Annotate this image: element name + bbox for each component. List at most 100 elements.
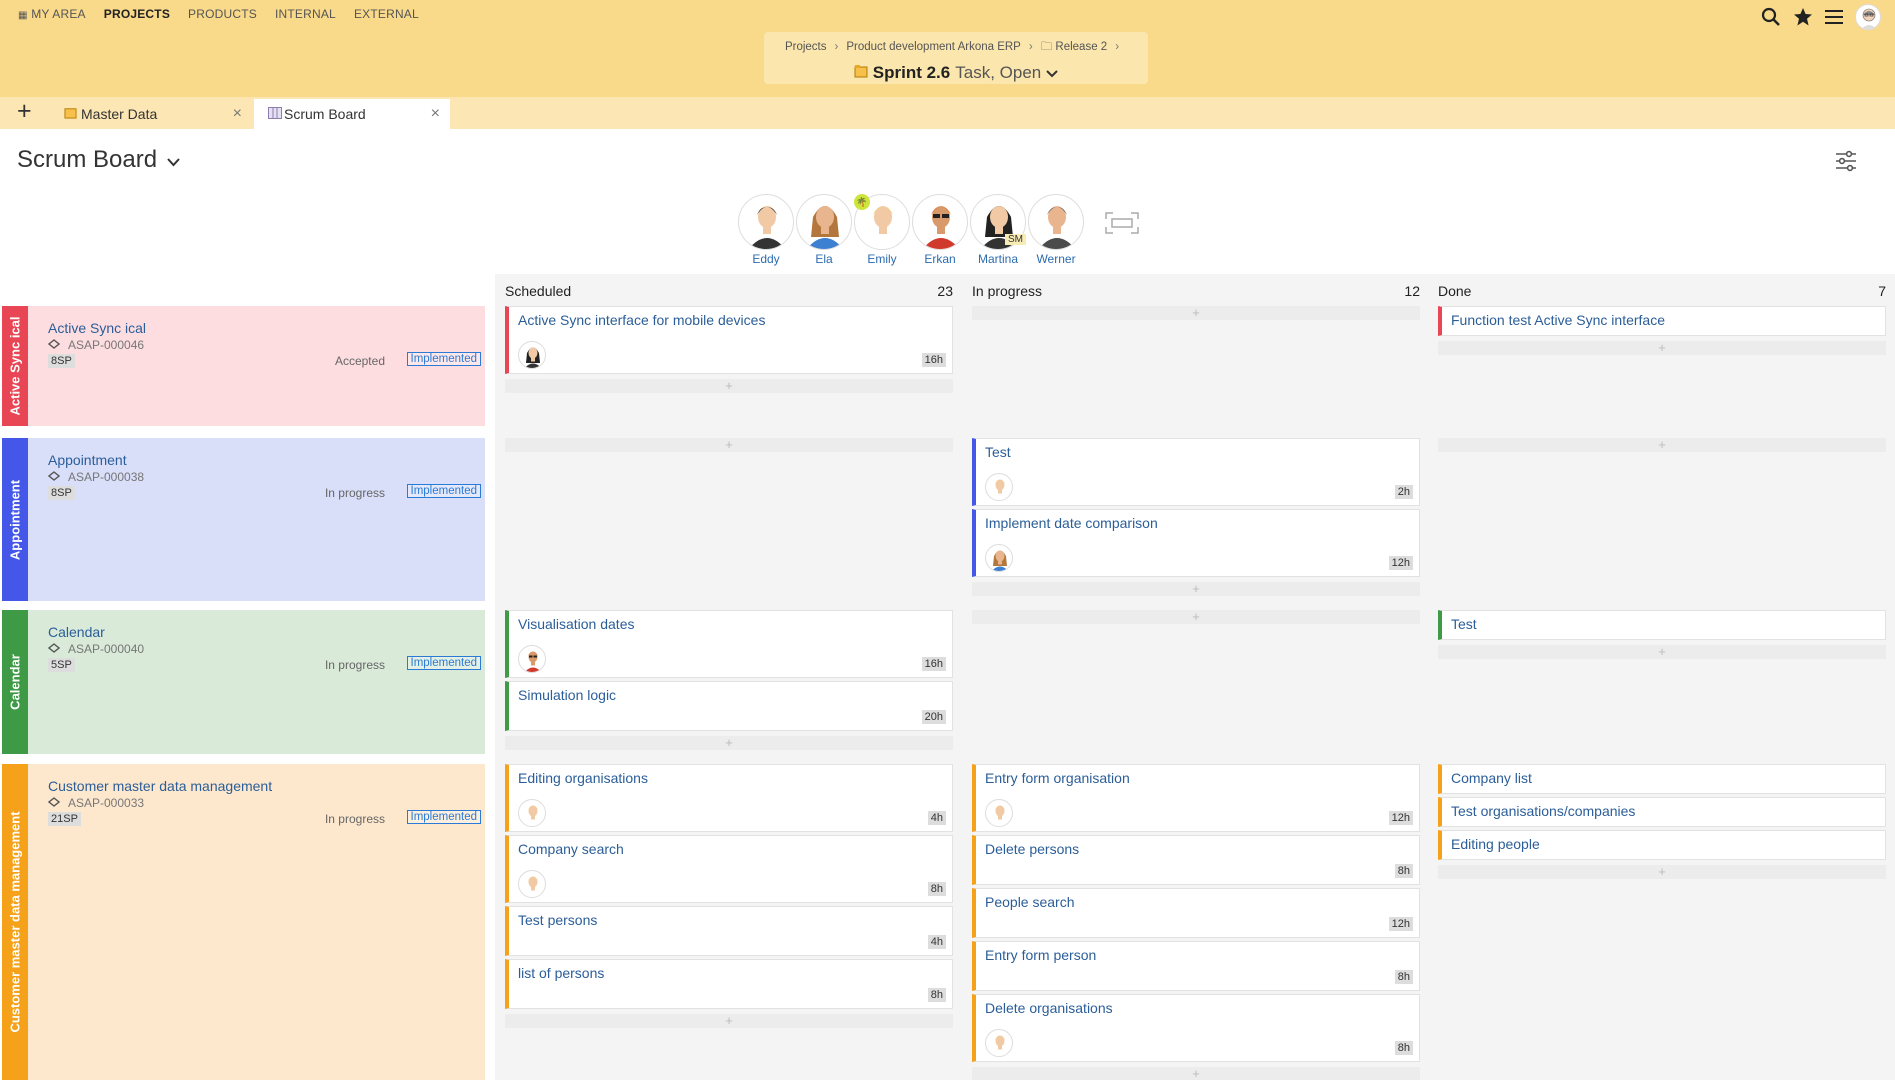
task-card[interactable]: Test [1438, 610, 1886, 640]
menu-icon[interactable] [1825, 9, 1843, 25]
star-icon[interactable] [1793, 7, 1813, 27]
close-icon[interactable]: × [430, 105, 440, 122]
add-task-button[interactable]: + [972, 306, 1420, 320]
assignee-avatar[interactable] [518, 870, 546, 898]
sprint-selector[interactable]: Sprint 2.6 Task, Open [764, 63, 1148, 83]
task-card[interactable]: Delete organisations 8h [972, 994, 1420, 1062]
add-task-button[interactable]: + [1438, 865, 1886, 879]
story-card[interactable]: Active Sync ical Active Sync ical ASAP-000… [2, 306, 485, 426]
task-title[interactable]: Test persons [518, 912, 598, 928]
nav-products[interactable]: PRODUCTS [188, 7, 257, 21]
task-title[interactable]: Test organisations/companies [1451, 803, 1636, 819]
task-title[interactable]: Delete persons [985, 841, 1080, 857]
story-card[interactable]: Appointment Appointment ASAP-000038 8SP In p… [2, 438, 485, 601]
implemented-badge[interactable]: Implemented [406, 656, 481, 670]
story-card[interactable]: Calendar Calendar ASAP-000040 5SP In progres… [2, 610, 485, 754]
assignee-avatar[interactable] [518, 341, 546, 369]
task-card[interactable]: People search 12h [972, 888, 1420, 938]
task-title[interactable]: Active Sync interface for mobile devices [518, 312, 766, 328]
task-title[interactable]: Editing organisations [518, 770, 648, 786]
task-title[interactable]: Visualisation dates [518, 616, 635, 632]
team-member-werner[interactable]: Werner [1028, 194, 1084, 266]
task-title[interactable]: Implement date comparison [985, 515, 1158, 531]
story-title[interactable]: Calendar [48, 624, 105, 640]
story-title[interactable]: Active Sync ical [48, 320, 147, 336]
task-card[interactable]: Company list [1438, 764, 1886, 794]
add-task-button[interactable]: + [505, 1014, 953, 1028]
task-card[interactable]: Editing organisations 4h [505, 764, 953, 832]
nav-my-area[interactable]: ▦ MY AREA [18, 7, 86, 21]
breadcrumb-release[interactable]: Release 2 [1055, 41, 1108, 53]
add-task-button[interactable]: + [972, 610, 1420, 624]
tab-master-data[interactable]: Master Data × [50, 99, 252, 129]
nav-external[interactable]: EXTERNAL [353, 7, 419, 21]
search-icon[interactable] [1761, 7, 1781, 27]
add-task-button[interactable]: + [1438, 645, 1886, 659]
add-task-button[interactable]: + [1438, 341, 1886, 355]
view-selector[interactable]: Scrum Board [17, 146, 180, 174]
team-member-erkan[interactable]: Erkan [912, 194, 968, 266]
add-task-button[interactable]: + [972, 582, 1420, 596]
task-card[interactable]: Editing people [1438, 830, 1886, 860]
assignee-avatar[interactable] [518, 799, 546, 827]
close-icon[interactable]: × [232, 105, 242, 122]
team-member-emily[interactable]: 🌴 Emily [854, 194, 910, 266]
implemented-badge[interactable]: Implemented [406, 810, 481, 824]
task-title[interactable]: People search [985, 894, 1075, 910]
nav-projects[interactable]: PROJECTS [103, 7, 171, 21]
tab-scrum-board[interactable]: Scrum Board × [254, 99, 450, 129]
user-avatar[interactable] [1855, 4, 1881, 30]
task-title[interactable]: Test [1451, 616, 1477, 632]
task-card[interactable]: Delete persons 8h [972, 835, 1420, 885]
add-task-button[interactable]: + [972, 1067, 1420, 1080]
task-card[interactable]: Visualisation dates 16h [505, 610, 953, 678]
breadcrumb-product[interactable]: Product development Arkona ERP [846, 41, 1021, 53]
task-card[interactable]: Implement date comparison 12h [972, 509, 1420, 577]
assignee-avatar[interactable] [985, 544, 1013, 572]
story-title[interactable]: Appointment [48, 452, 127, 468]
filter-settings-icon[interactable] [1835, 150, 1857, 175]
task-card[interactable]: Active Sync interface for mobile devices… [505, 306, 953, 374]
task-card[interactable]: Function test Active Sync interface [1438, 306, 1886, 336]
add-task-button[interactable]: + [505, 438, 953, 452]
breadcrumb-projects[interactable]: Projects [784, 41, 827, 53]
implemented-badge[interactable]: Implemented [406, 352, 481, 366]
assignee-avatar[interactable] [985, 473, 1013, 501]
task-title[interactable]: Company list [1451, 770, 1532, 786]
task-card[interactable]: Test organisations/companies [1438, 797, 1886, 827]
nav-internal[interactable]: INTERNAL [274, 7, 336, 21]
task-card[interactable]: Simulation logic 20h [505, 681, 953, 731]
fullscreen-icon[interactable] [1105, 212, 1139, 237]
task-title[interactable]: Company search [518, 841, 624, 857]
task-title[interactable]: Delete organisations [985, 1000, 1113, 1016]
task-title[interactable]: list of persons [518, 965, 605, 981]
team-member-name: Erkan [924, 252, 956, 266]
assignee-avatar[interactable] [518, 645, 546, 673]
task-card[interactable]: list of persons 8h [505, 959, 953, 1009]
assignee-avatar[interactable] [985, 799, 1013, 827]
task-title[interactable]: Simulation logic [518, 687, 617, 703]
task-title[interactable]: Function test Active Sync interface [1451, 312, 1665, 328]
add-task-button[interactable]: + [505, 736, 953, 750]
team-member-ela[interactable]: Ela [796, 194, 852, 266]
task-card[interactable]: Entry form organisation 12h [972, 764, 1420, 832]
task-title[interactable]: Editing people [1451, 836, 1540, 852]
task-card[interactable]: Entry form person 8h [972, 941, 1420, 991]
nav-label: MY AREA [31, 7, 86, 21]
team-member-eddy[interactable]: Eddy [738, 194, 794, 266]
task-card[interactable]: Test persons 4h [505, 906, 953, 956]
column-header-in-progress: In progress 12 [972, 283, 1420, 299]
task-card[interactable]: Company search 8h [505, 835, 953, 903]
task-title[interactable]: Entry form person [985, 947, 1097, 963]
assignee-avatar[interactable] [985, 1029, 1013, 1057]
story-card[interactable]: Customer master data management Customer … [2, 764, 485, 1080]
implemented-badge[interactable]: Implemented [406, 484, 481, 498]
task-card[interactable]: Test 2h [972, 438, 1420, 506]
add-task-button[interactable]: + [1438, 438, 1886, 452]
team-member-martina[interactable]: SM Martina [970, 194, 1026, 266]
add-task-button[interactable]: + [505, 379, 953, 393]
task-title[interactable]: Entry form organisation [985, 770, 1130, 786]
story-title[interactable]: Customer master data management [48, 778, 273, 794]
add-tab-button[interactable]: + [17, 97, 32, 125]
task-title[interactable]: Test [985, 444, 1011, 460]
